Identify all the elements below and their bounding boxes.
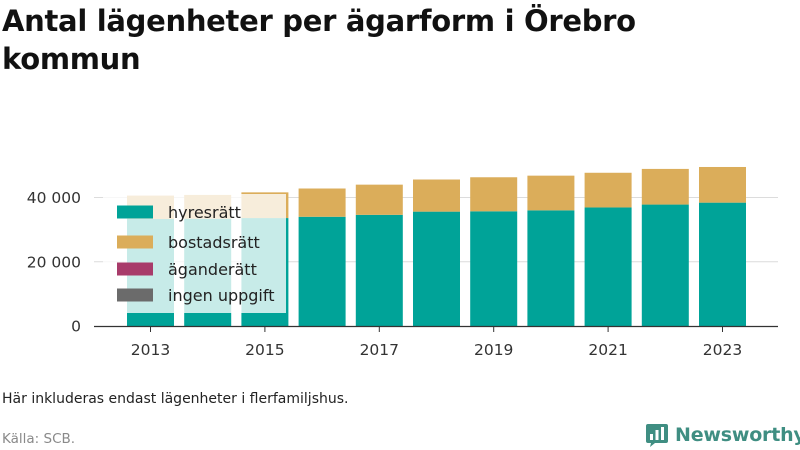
bar-segment <box>699 202 746 326</box>
x-tick-label: 2015 <box>245 341 284 359</box>
bar-segment <box>584 207 632 326</box>
axes: 0 20 000 40 000 2013 2015 2017 2019 2021 2023 <box>27 189 778 359</box>
bar-segment <box>527 210 575 326</box>
bar-segment <box>355 184 403 215</box>
legend-label: hyresrätt <box>168 203 241 222</box>
bar-stack-2016 <box>298 188 346 326</box>
bar-stack-2020 <box>527 175 575 326</box>
chart-note: Här inkluderas endast lägenheter i flerf… <box>2 391 349 407</box>
y-tick-label: 40 000 <box>27 189 81 207</box>
bar-segment <box>298 188 346 217</box>
bar-segment <box>641 168 689 205</box>
legend-label: äganderätt <box>168 260 257 279</box>
y-tick-label: 0 <box>71 318 81 336</box>
y-tick-label: 20 000 <box>27 253 81 271</box>
chart-title: Antal lägenheter per ägarform i Örebro k… <box>2 4 636 76</box>
stacked-bar-chart: hyresrätt bostadsrätt äganderätt ingen uppg… <box>27 166 778 359</box>
legend-swatch <box>117 205 153 219</box>
newsworthy-brand: Newsworthy <box>645 420 800 450</box>
bar-segment <box>413 179 460 212</box>
bar-segment <box>641 204 689 326</box>
bar-segment <box>355 214 403 326</box>
x-tick-label: 2019 <box>474 341 513 359</box>
x-tick-label: 2013 <box>131 341 170 359</box>
legend-swatch <box>117 288 153 302</box>
legend-label: ingen uppgift <box>168 286 275 305</box>
legend-swatch <box>117 235 153 249</box>
brand-name: Newsworthy <box>675 424 800 446</box>
bar-segment <box>413 211 460 326</box>
bar-stack-2018 <box>413 179 460 326</box>
bar-stack-2019 <box>470 177 518 326</box>
source-text: Källa: SCB. <box>2 431 76 447</box>
legend-label: bostadsrätt <box>168 233 260 252</box>
bar-stack-2023 <box>699 166 746 326</box>
bar-segment <box>298 216 346 326</box>
legend-swatch <box>117 262 153 276</box>
bar-stack-2021 <box>584 172 632 326</box>
bar-segment <box>584 172 632 208</box>
x-tick-label: 2021 <box>588 341 627 359</box>
newsworthy-chart-icon <box>646 424 668 447</box>
bar-segment <box>699 166 746 203</box>
bar-segment <box>527 175 575 211</box>
legend: hyresrätt bostadsrätt äganderätt ingen uppg… <box>103 194 286 313</box>
bar-segment <box>470 177 518 212</box>
bar-segment <box>470 211 518 326</box>
x-tick-label: 2023 <box>703 341 742 359</box>
x-tick-label: 2017 <box>360 341 399 359</box>
bar-stack-2022 <box>641 168 689 326</box>
bar-stack-2017 <box>355 184 403 326</box>
